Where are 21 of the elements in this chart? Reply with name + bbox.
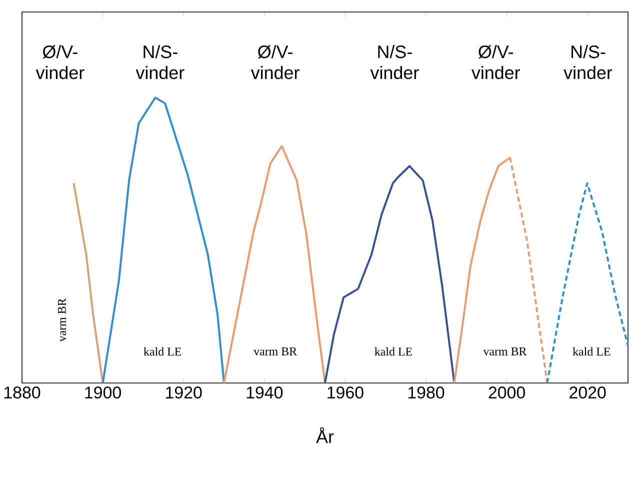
text: Ø/V-vinder	[250, 45, 300, 80]
annotation: kald LE	[144, 347, 182, 356]
text: N/S-vinder	[136, 45, 184, 80]
x-tick-label: 1880	[4, 386, 40, 399]
x-tick-label: 2020	[570, 386, 606, 399]
annotation: kald LE	[374, 347, 412, 356]
x-tick-label: 1960	[328, 386, 364, 399]
text: Ø/V-vinder	[36, 45, 84, 80]
x-tick-label: 1920	[166, 386, 202, 399]
x-tick-label: 1980	[408, 386, 444, 399]
text: N/S-vinder	[564, 45, 612, 80]
x-tick-label: 2000	[488, 386, 525, 399]
annotation: varm BR	[58, 298, 66, 342]
annotation: varm BR	[254, 347, 298, 356]
x-tick-label: 1940	[246, 386, 283, 399]
annotation: kald LE	[572, 347, 610, 356]
text: Ø/V-vinder	[472, 45, 520, 80]
annotation: varm BR	[483, 347, 527, 356]
x-axis-title: År	[316, 427, 334, 443]
text: N/S-vinder	[370, 45, 419, 80]
x-tick-label: 1900	[85, 386, 121, 399]
